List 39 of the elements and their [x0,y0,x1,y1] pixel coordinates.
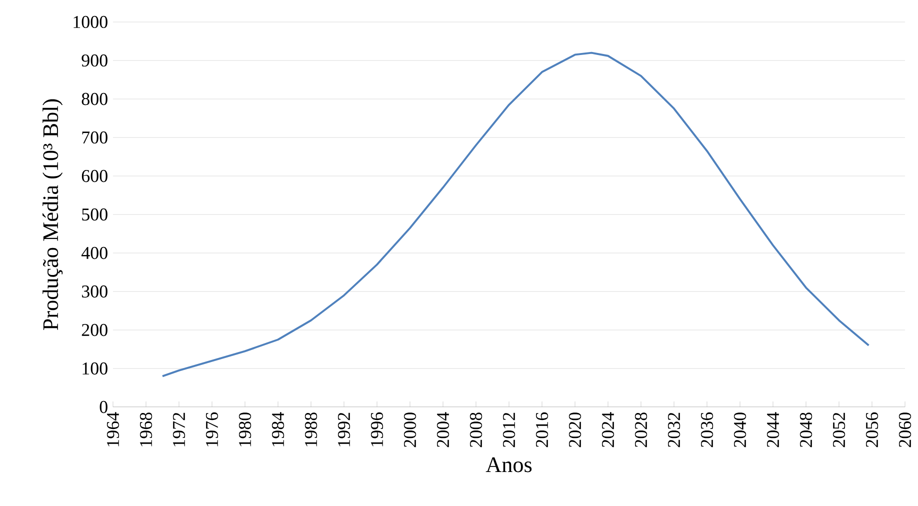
y-tick-label: 300 [82,285,108,298]
y-axis-title: Produção Média (10³ Bbl) [42,99,63,330]
x-tick-label: 2060 [898,412,912,448]
x-tick-label: 2032 [668,412,680,448]
x-tick-label: 1996 [370,412,384,446]
x-tick-label: 2016 [536,412,548,448]
x-tick-label: 2052 [832,412,846,448]
x-tick-label: 2036 [700,412,714,448]
x-tick-label: 1984 [272,412,284,446]
y-tick-label: 600 [82,170,108,182]
x-tick-label: 2000 [404,412,416,448]
x-tick-label: 1976 [206,412,218,446]
line-series [162,52,870,378]
y-tick-label: 700 [82,131,108,144]
x-tick-label: 2048 [800,412,812,448]
x-tick-label: 2008 [470,412,482,448]
x-tick-label: 2028 [634,412,648,448]
y-tick-label: 500 [82,208,108,221]
x-tick-label: 1980 [238,412,252,446]
x-tick-label: 1988 [304,412,318,446]
x-tick-label: 2012 [502,412,516,448]
x-tick-label: 2020 [568,412,582,448]
y-tick-label: 800 [82,92,108,106]
x-tick-label: 1992 [338,412,350,446]
x-tick-label: 1968 [140,412,152,446]
x-tick-label: 2004 [436,412,450,448]
x-tick-label: 1964 [106,412,120,446]
y-tick-label: 200 [82,324,108,336]
y-tick-label: 900 [82,54,108,67]
y-tick-label: 400 [81,246,108,260]
x-tick-label: 2056 [866,412,878,448]
y-tick-label: 1000 [74,16,108,28]
y-tick-label: 0 [100,400,108,414]
x-tick-label: 2040 [734,412,746,448]
x-tick-label: 2044 [766,412,780,448]
y-tick-label: 100 [82,362,108,375]
x-tick-label: 2024 [602,412,614,448]
x-tick-label: 1972 [172,412,186,446]
x-axis-title: Anos [486,457,532,472]
